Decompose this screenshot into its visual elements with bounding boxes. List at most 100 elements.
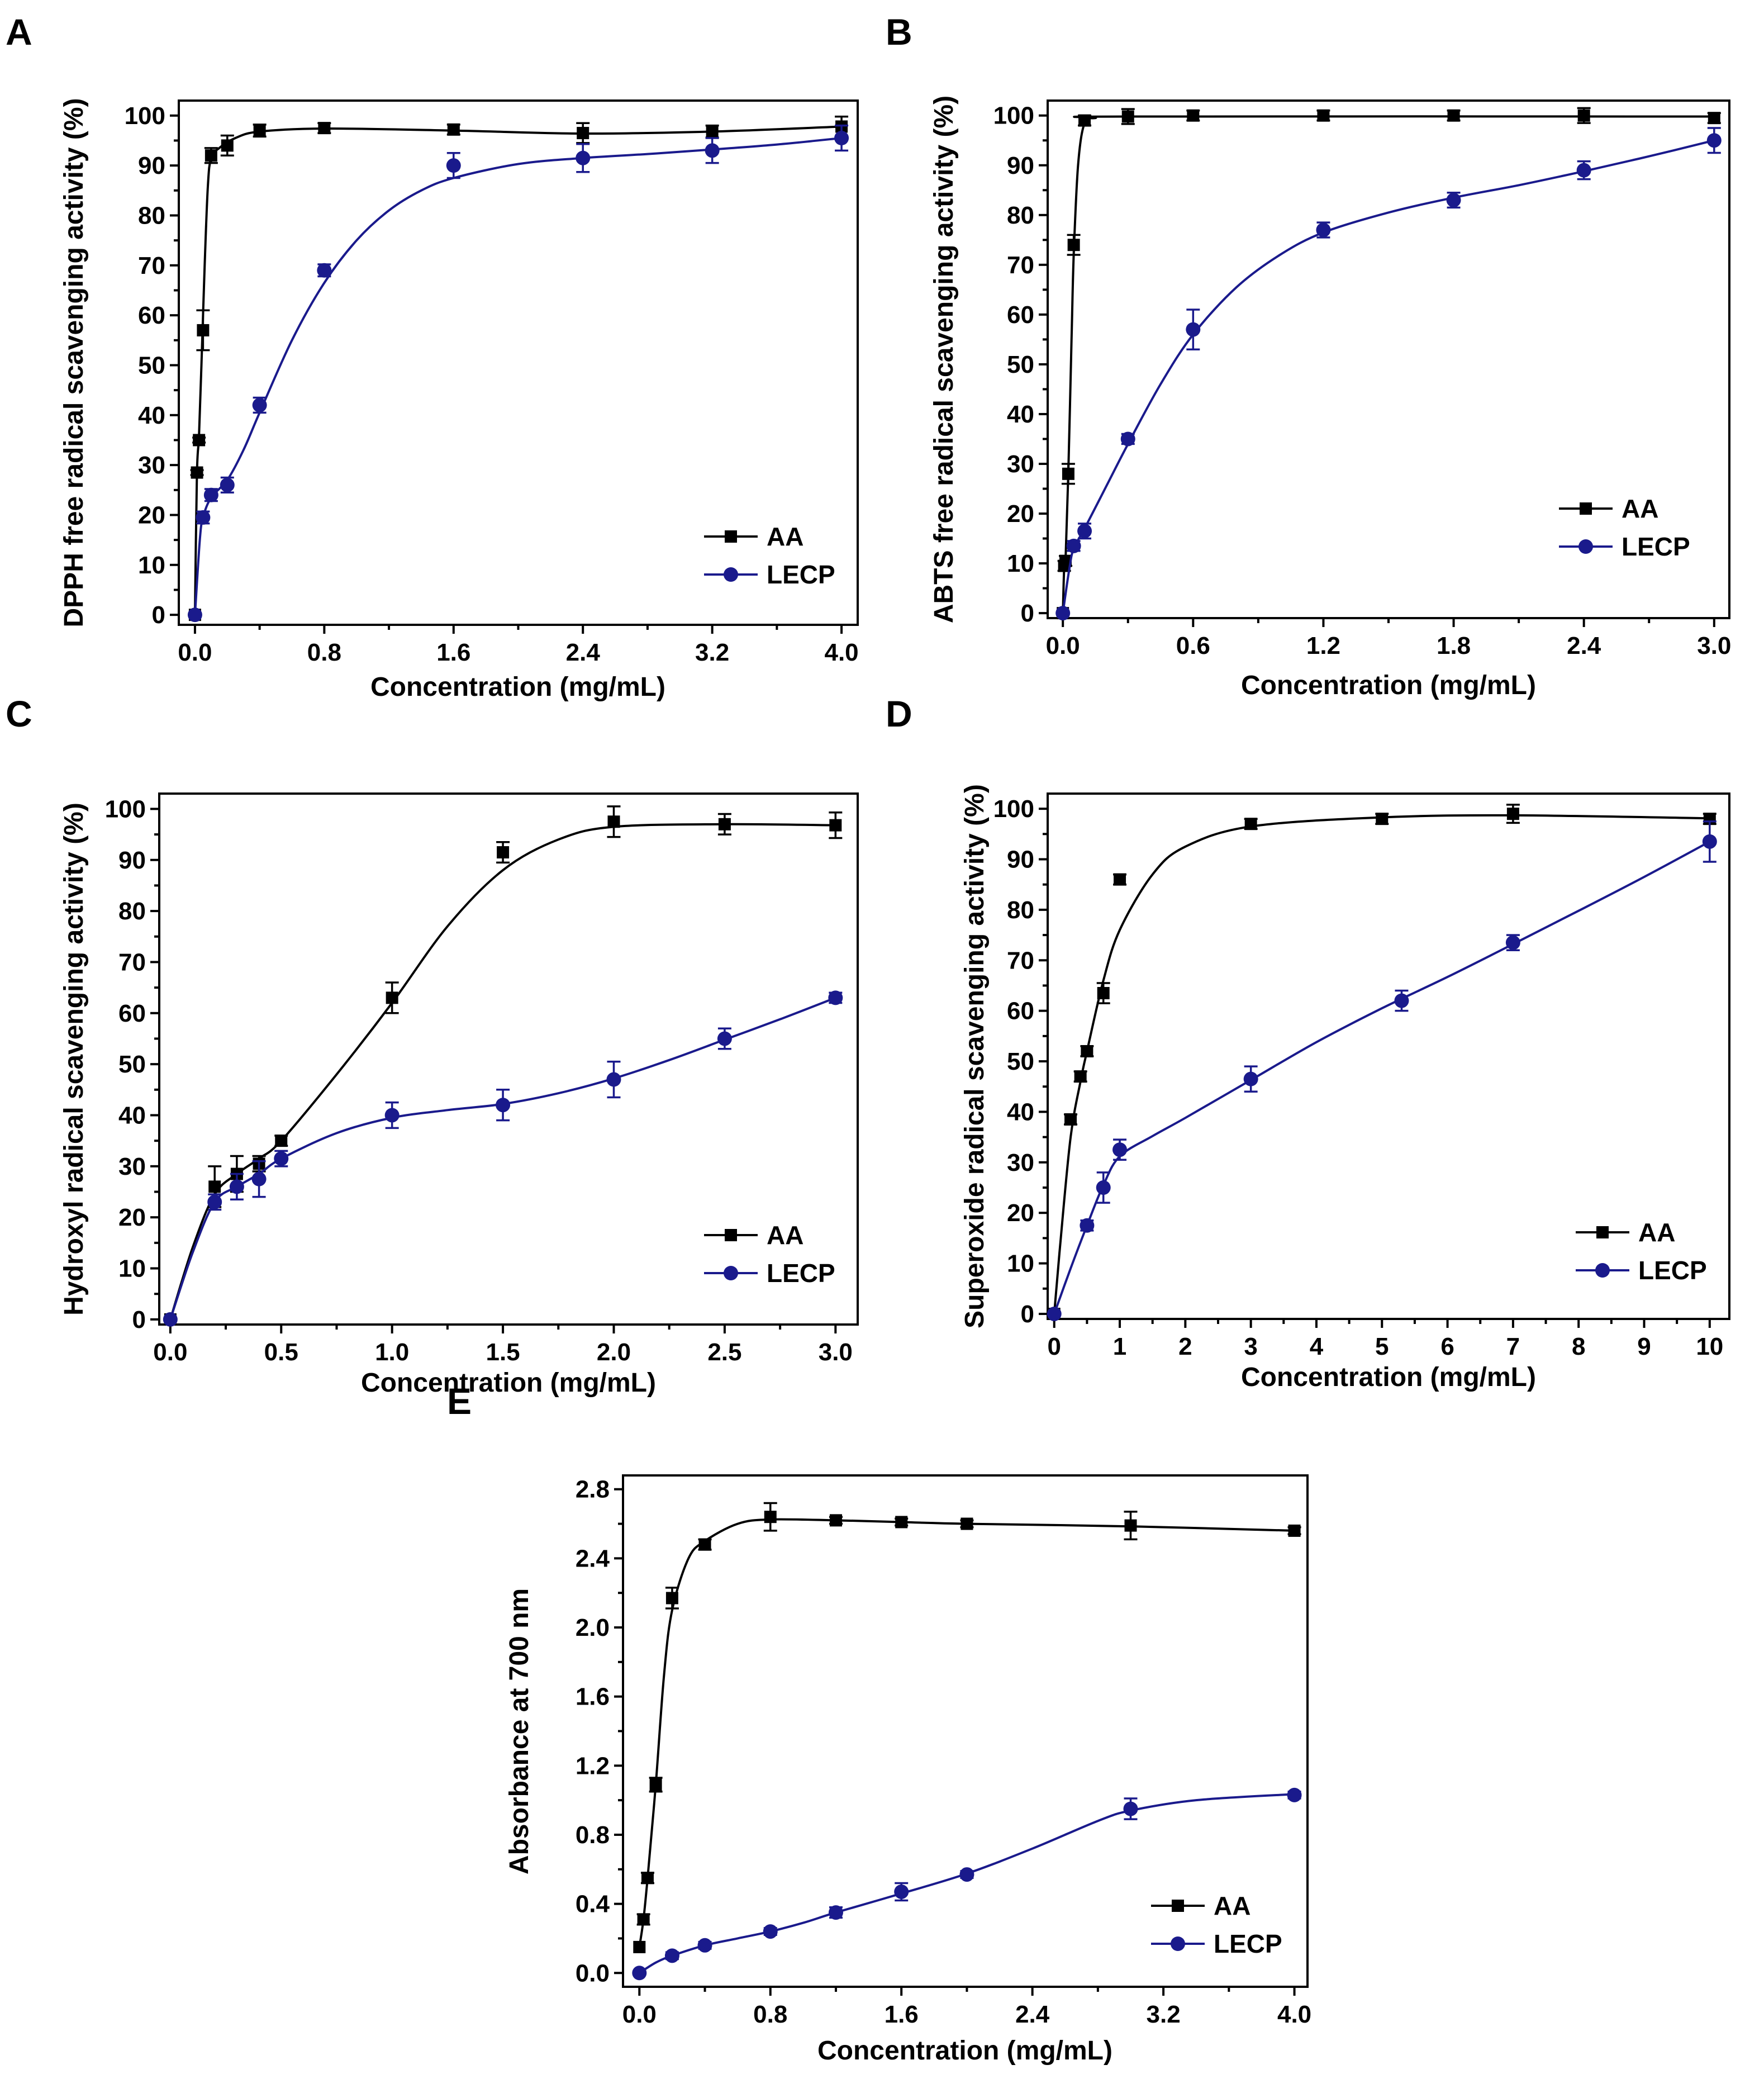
panel-a-ytick-label: 100 — [125, 102, 165, 130]
panel-c-legend-lecp-point-legend — [724, 1266, 738, 1280]
panel-b-legend-lecp: LECP — [1559, 532, 1690, 561]
panel-b-series-lecp-point-2 — [1077, 524, 1092, 539]
panel-a: A 0.0 0.8 1.6 2.4 3.2 4.0 0 10 20 30 40 50 60 70 80 90 10… — [6, 11, 859, 702]
panel-d-series-lecp-point-7 — [1702, 834, 1717, 849]
panel-b-series-lecp-point-6 — [1446, 193, 1461, 208]
panel-b-series-aa-point-4 — [1067, 239, 1080, 251]
panel-e-series-aa-point-7 — [829, 1514, 842, 1527]
panel-c-series-aa-line — [169, 823, 836, 1320]
panel-c-xtick-label: 1.0 — [375, 1338, 409, 1366]
panel-c-ytick-label: 90 — [118, 847, 146, 874]
panel-d-ytick-label: 0 — [1021, 1300, 1034, 1328]
panel-a-series-aa-point-3 — [197, 324, 210, 336]
panel-d-ytick-label: 10 — [1007, 1250, 1034, 1278]
panel-d-series-aa — [1048, 804, 1717, 1320]
panel-a-series-aa-point-10 — [706, 125, 719, 138]
panel-e-legend-lecp: LECP — [1151, 1929, 1282, 1958]
panel-d-xtick-label: 4 — [1310, 1333, 1324, 1360]
panel-d-legend-lecp-label: LECP — [1638, 1256, 1707, 1285]
panel-d-xtick-label: 7 — [1506, 1333, 1520, 1360]
panel-a-series-lecp-point-3 — [220, 477, 235, 492]
panel-b-ytick-label: 60 — [1007, 301, 1034, 329]
panel-a-series-lecp-point-2 — [203, 487, 218, 502]
panel-a-series-aa-point-6 — [253, 124, 266, 137]
panel-b-series-lecp-point-4 — [1186, 322, 1201, 337]
panel-d-series-lecp-point-5 — [1394, 993, 1409, 1008]
panel-c-ytick-label: 20 — [118, 1204, 146, 1231]
panel-d-plot-frame — [1047, 792, 1730, 1320]
panel-e-letter: E — [447, 1380, 472, 1422]
panel-b-ytick-label: 0 — [1021, 600, 1034, 627]
panel-b-series-lecp-point-0 — [1055, 606, 1071, 621]
panel-d-xtick-label: 8 — [1572, 1333, 1585, 1360]
panel-d-series-lecp-point-4 — [1243, 1071, 1258, 1086]
panel-c-legend-lecp: LECP — [704, 1259, 835, 1288]
panel-a-series-lecp-point-1 — [196, 510, 211, 525]
panel-b-series-lecp-point-5 — [1316, 222, 1331, 238]
panel-e: E 0.0 0.8 1.6 2.4 3.2 4.0 0.0 0.4 0.8 1.2 1.6 2.0 2.4… — [447, 1380, 1311, 2066]
panel-a-legend-aa: AA — [704, 522, 803, 551]
panel-c-xtick-label: 3.0 — [819, 1338, 853, 1366]
panel-d-ytick-label: 50 — [1007, 1048, 1034, 1075]
panel-e-legend-aa-label: AA — [1214, 1891, 1251, 1920]
panel-b-ytick-label: 100 — [993, 102, 1034, 130]
panel-b-ytick-label: 50 — [1007, 351, 1034, 378]
panel-b-xtick-label: 1.8 — [1437, 632, 1471, 659]
panel-e-series-lecp-line — [639, 1793, 1295, 1974]
panel-d-letter: D — [886, 693, 912, 734]
panel-e-ytick-label: 2.8 — [576, 1476, 610, 1503]
panel-e-xtick-label: 4.0 — [1277, 2001, 1311, 2028]
panel-c-xtick-label: 1.5 — [486, 1338, 520, 1366]
panel-b-ytick-label: 90 — [1007, 152, 1034, 179]
panel-a-legend-lecp-point-legend — [724, 567, 738, 582]
panel-e-series-aa-point-1 — [637, 1913, 650, 1926]
panel-d-xtick-label: 6 — [1440, 1333, 1454, 1360]
panel-c-xtick-label: 0.0 — [153, 1338, 187, 1366]
panel-c-ytick-label: 80 — [118, 898, 146, 925]
panel-e-series-aa-point-3 — [649, 1778, 662, 1791]
panel-c-y-axis-label: Hydroxyl radical scavenging activity (%) — [59, 803, 89, 1316]
panel-a-series-aa-point-2 — [193, 434, 206, 447]
panel-c-series-lecp — [163, 990, 843, 1327]
panel-d-series-aa-line — [1053, 814, 1710, 1314]
panel-d-series-aa-point-3 — [1081, 1045, 1093, 1057]
panel-d-xtick-label: 2 — [1178, 1333, 1192, 1360]
panel-e-xtick-label: 1.6 — [885, 2001, 919, 2028]
panel-c-series-aa-point-8 — [718, 818, 731, 830]
panel-c-series-aa-point-6 — [497, 846, 510, 859]
panel-d-xtick-label: 5 — [1375, 1333, 1389, 1360]
panel-e-series-lecp-point-1 — [664, 1948, 679, 1963]
panel-b-ytick-label: 10 — [1007, 550, 1034, 577]
panel-a-series-lecp-point-9 — [834, 131, 849, 145]
panel-d-series-lecp-line — [1053, 841, 1710, 1314]
panel-c-series-lecp-point-0 — [163, 1312, 178, 1327]
panel-d-xtick-label: 1 — [1113, 1333, 1126, 1360]
panel-c-ytick-label: 30 — [118, 1153, 146, 1180]
panel-c-series-aa-point-5 — [386, 991, 398, 1004]
panel-a-series-aa-point-8 — [447, 123, 460, 136]
panel-c-ytick-label: 70 — [118, 948, 146, 976]
panel-b-ytick-label: 70 — [1007, 251, 1034, 279]
panel-a-xtick-label: 0.8 — [307, 639, 341, 666]
panel-a-series-lecp-point-4 — [252, 397, 267, 412]
panel-e-series-lecp-point-0 — [632, 1966, 647, 1981]
panel-d-ytick-label: 40 — [1007, 1098, 1034, 1126]
panel-b-series-lecp — [1055, 127, 1722, 621]
panel-e-series-aa-point-6 — [764, 1511, 777, 1523]
panel-e-y-axis-label: Absorbance at 700 nm — [505, 1588, 534, 1874]
panel-a-x-axis-label: Concentration (mg/mL) — [370, 672, 665, 702]
panel-e-ytick-label: 2.0 — [576, 1614, 610, 1641]
panel-d-y-axis-label: Superoxide radical scavenging activity (… — [960, 784, 990, 1328]
panel-d-xtick-label: 3 — [1244, 1333, 1257, 1360]
panel-e-series-lecp-point-5 — [894, 1884, 909, 1899]
panel-d-ytick-label: 80 — [1007, 896, 1034, 924]
panel-c-series-lecp-point-7 — [606, 1072, 621, 1087]
panel-c-series-lecp-point-1 — [207, 1194, 222, 1209]
panel-b-series-lecp-point-8 — [1706, 133, 1722, 148]
panel-e-legend-aa: AA — [1151, 1891, 1251, 1920]
panel-a-legend-lecp: LECP — [704, 560, 835, 589]
panel-c-legend-aa-point-legend — [725, 1229, 737, 1241]
panel-e-series-lecp-point-6 — [959, 1867, 974, 1882]
panel-d-ytick-label: 70 — [1007, 947, 1034, 974]
panel-c-xtick-label: 2.5 — [707, 1338, 741, 1366]
